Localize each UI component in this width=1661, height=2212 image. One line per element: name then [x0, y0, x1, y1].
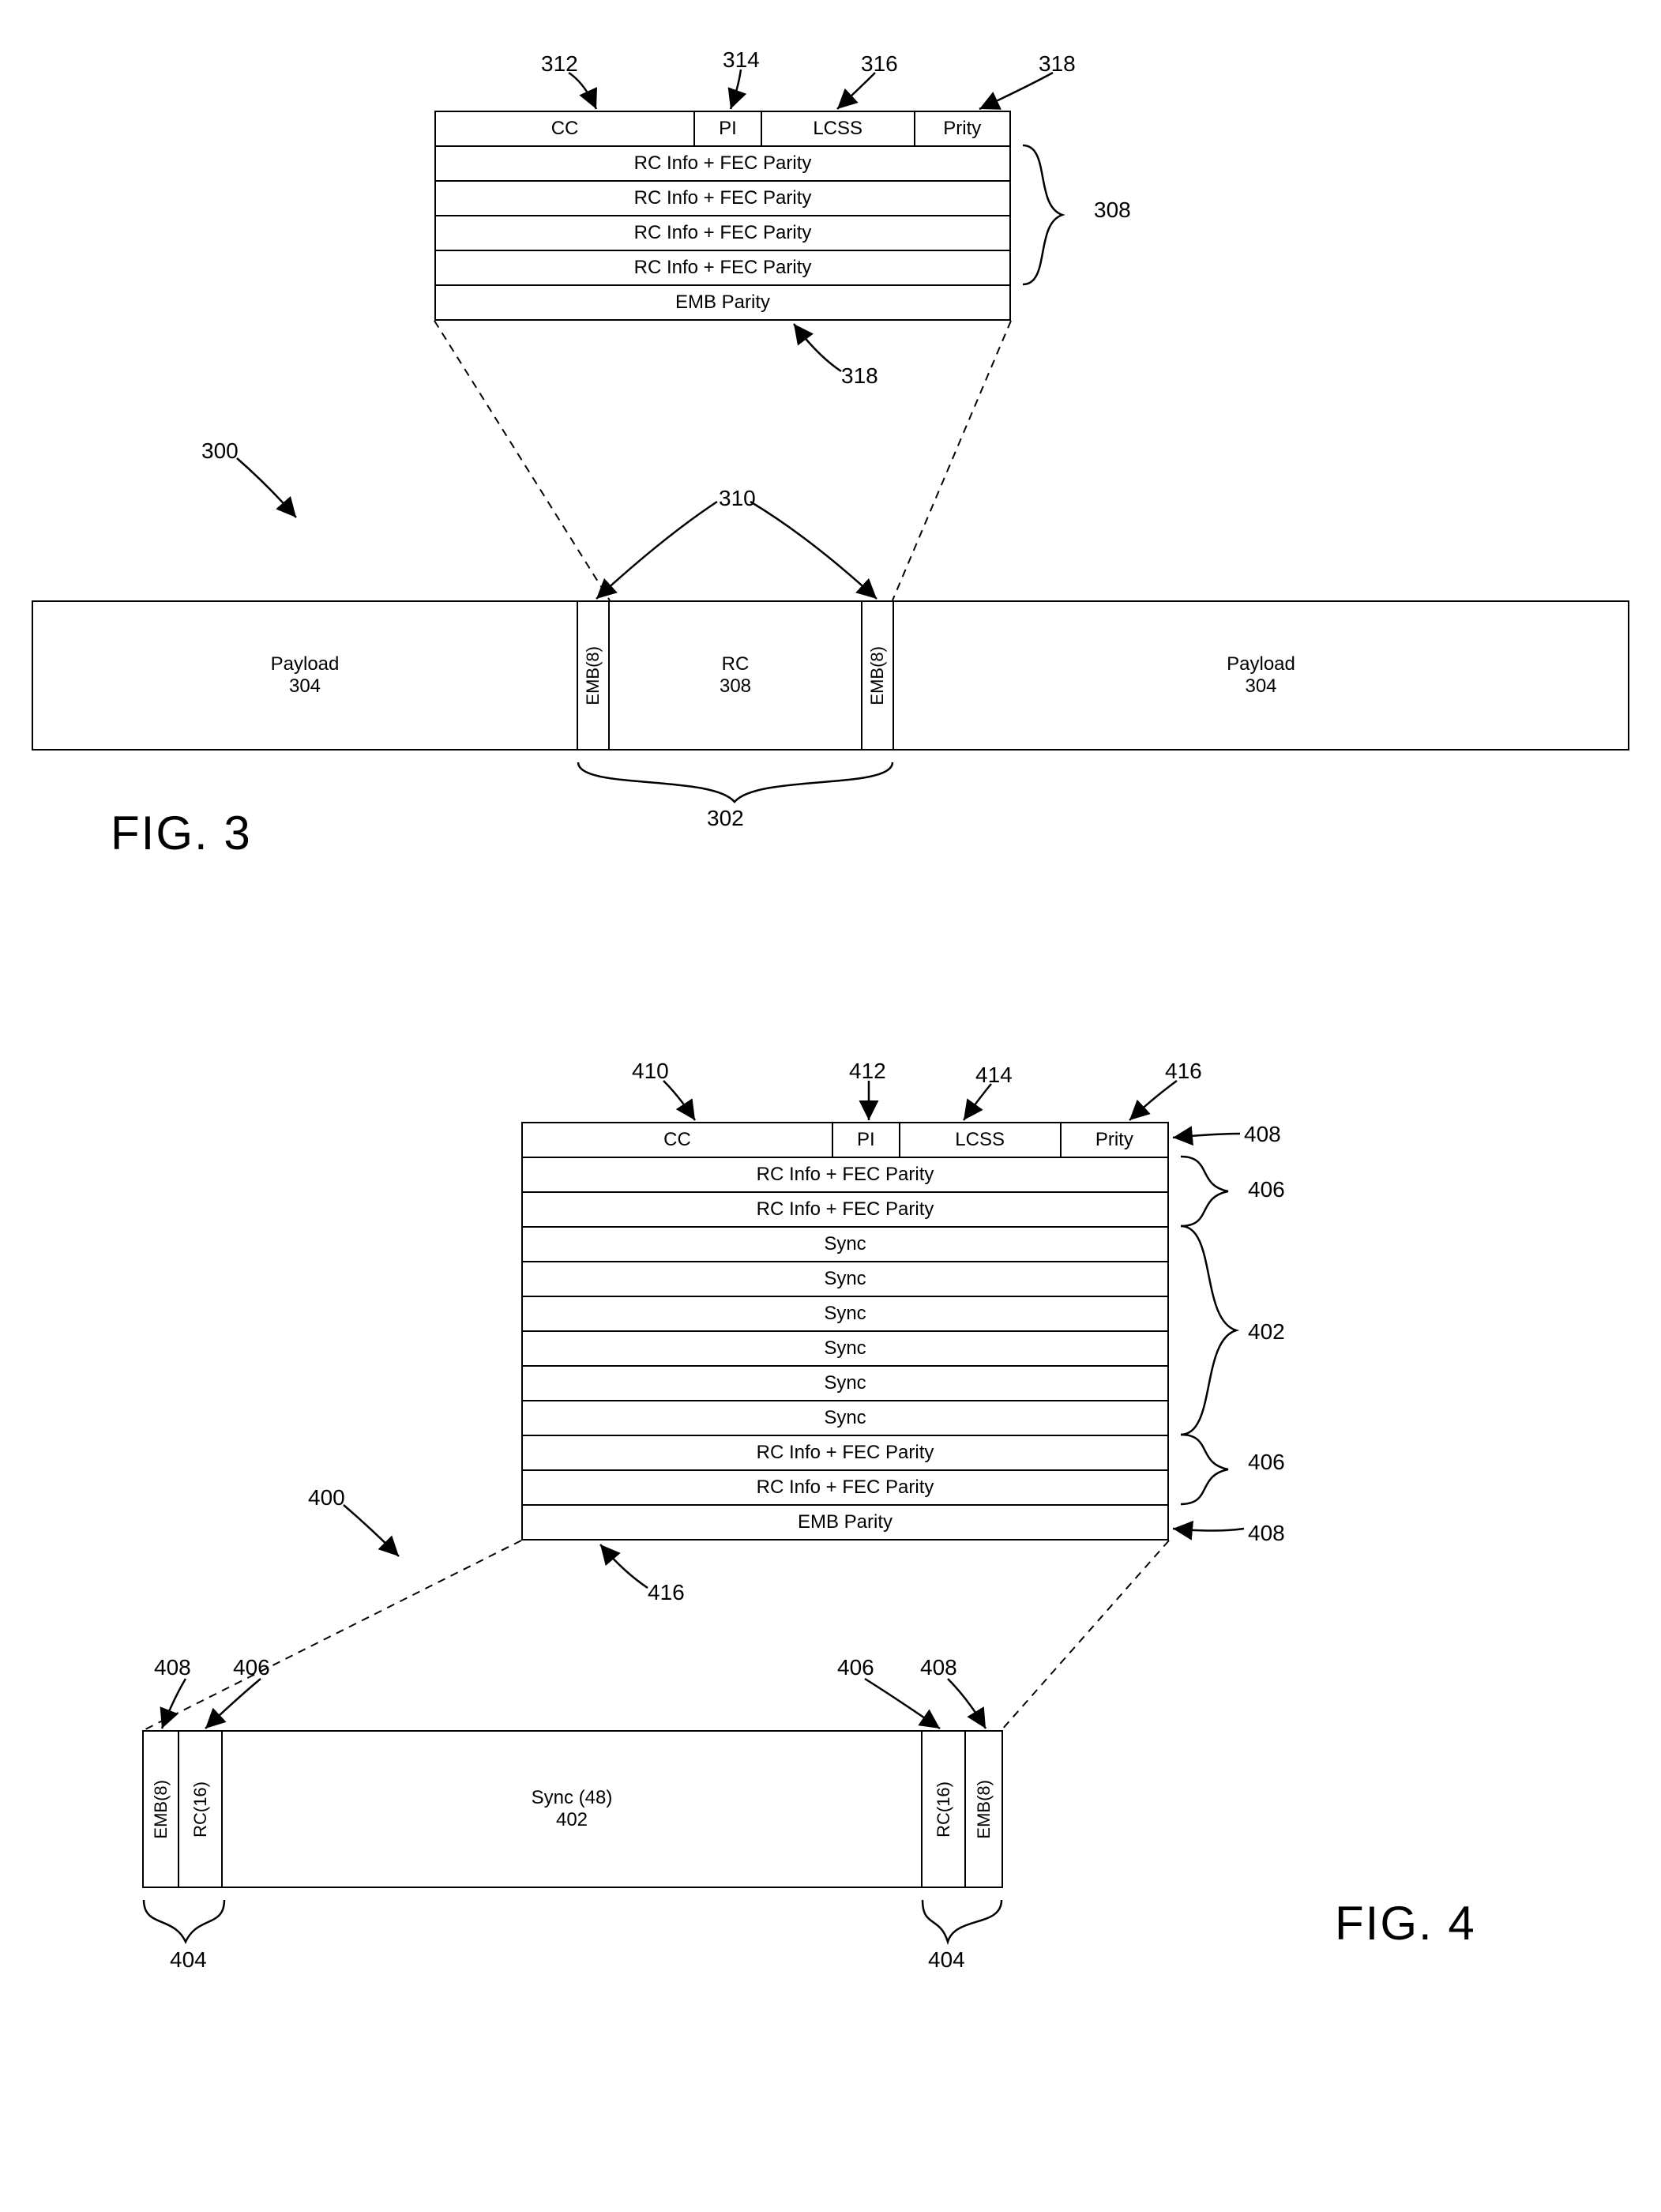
callout-402-br: 402 [1248, 1319, 1285, 1345]
fig4-row: Sync [523, 1297, 1167, 1330]
fig3-rc-row: RC Info + FEC Parity [436, 147, 1009, 180]
callout-308: 308 [1094, 198, 1131, 223]
fig3-payload-r-label: Payload [1227, 653, 1295, 675]
callout-416-top: 416 [1165, 1059, 1202, 1084]
callout-408-tr: 408 [920, 1655, 957, 1680]
fig3-rc-row: RC Info + FEC Parity [436, 182, 1009, 215]
fig4-row: RC Info + FEC Parity [523, 1471, 1167, 1504]
fig4-row: EMB Parity [523, 1506, 1167, 1539]
callout-406-br2: 406 [1248, 1450, 1285, 1475]
callout-314: 314 [723, 47, 760, 73]
callout-310: 310 [719, 486, 756, 511]
callout-406-tr: 406 [837, 1655, 874, 1680]
fig3-rc-row: RC Info + FEC Parity [436, 216, 1009, 250]
fig4-emb8-l: EMB(8) [149, 1774, 173, 1845]
fig3-payload-l-ref: 304 [289, 675, 321, 698]
fig3-hdr-lcss: LCSS [762, 112, 915, 145]
callout-408-tl: 408 [154, 1655, 191, 1680]
fig3-rc-label: RC [722, 653, 750, 675]
callout-300: 300 [201, 438, 239, 464]
fig3-rc-row: RC Info + FEC Parity [436, 251, 1009, 284]
fig4-hdr-prity: Prity [1062, 1123, 1167, 1157]
fig3-label: FIG. 3 [111, 806, 252, 860]
fig4-row: Sync [523, 1367, 1167, 1400]
fig3-hdr-pi: PI [695, 112, 762, 145]
fig3-embparity-row: EMB Parity [436, 286, 1009, 319]
callout-318-bot: 318 [841, 363, 878, 389]
fig3-emb8-r: EMB(8) [866, 640, 889, 712]
fig4-hdr-cc: CC [523, 1123, 833, 1157]
callout-412: 412 [849, 1059, 886, 1084]
callout-416-bot: 416 [648, 1580, 685, 1605]
callout-408-topright: 408 [1244, 1122, 1281, 1147]
fig4-row: Sync [523, 1228, 1167, 1261]
fig3-hdr-prity: Prity [915, 112, 1009, 145]
callout-408-botright: 408 [1248, 1521, 1285, 1546]
fig4-row: RC Info + FEC Parity [523, 1158, 1167, 1191]
fig4-frame-strip: EMB(8) RC(16) Sync (48) 402 RC(16) EMB(8… [142, 1730, 1003, 1888]
fig4-hdr-pi: PI [833, 1123, 900, 1157]
fig3-emb8-l: EMB(8) [581, 640, 605, 712]
fig3-payload-l-label: Payload [271, 653, 340, 675]
callout-302: 302 [707, 806, 744, 831]
fig4-sync-ref: 402 [556, 1809, 588, 1831]
fig4-rc16-r: RC(16) [932, 1775, 956, 1844]
fig4-hdr-lcss: LCSS [900, 1123, 1062, 1157]
callout-406-tl: 406 [233, 1655, 270, 1680]
fig3-detail-table: CC PI LCSS Prity RC Info + FEC Parity RC… [434, 111, 1011, 321]
callout-406-br1: 406 [1248, 1177, 1285, 1202]
fig3-payload-r-ref: 304 [1245, 675, 1276, 698]
fig3-frame-strip: Payload 304 EMB(8) RC 308 EMB(8) Payload… [32, 600, 1629, 750]
callout-400: 400 [308, 1485, 345, 1510]
fig4-row: Sync [523, 1262, 1167, 1296]
fig4-row: Sync [523, 1332, 1167, 1365]
fig4-row: RC Info + FEC Parity [523, 1436, 1167, 1469]
callout-316: 316 [861, 51, 898, 77]
fig3-hdr-cc: CC [436, 112, 695, 145]
callout-410: 410 [632, 1059, 669, 1084]
callout-312: 312 [541, 51, 578, 77]
fig3-rc-ref: 308 [720, 675, 751, 698]
fig4-row: Sync [523, 1401, 1167, 1435]
callout-414: 414 [975, 1063, 1013, 1088]
fig4-row: RC Info + FEC Parity [523, 1193, 1167, 1226]
fig4-sync-label: Sync (48) [532, 1787, 613, 1809]
callout-404-l: 404 [170, 1947, 207, 1973]
callout-404-r: 404 [928, 1947, 965, 1973]
fig4-detail-table: CC PI LCSS Prity RC Info + FEC Parity RC… [521, 1122, 1169, 1540]
fig4-emb8-r: EMB(8) [972, 1774, 996, 1845]
callout-318-top: 318 [1039, 51, 1076, 77]
fig4-label: FIG. 4 [1335, 1896, 1476, 1951]
fig4-rc16-l: RC(16) [189, 1775, 212, 1844]
